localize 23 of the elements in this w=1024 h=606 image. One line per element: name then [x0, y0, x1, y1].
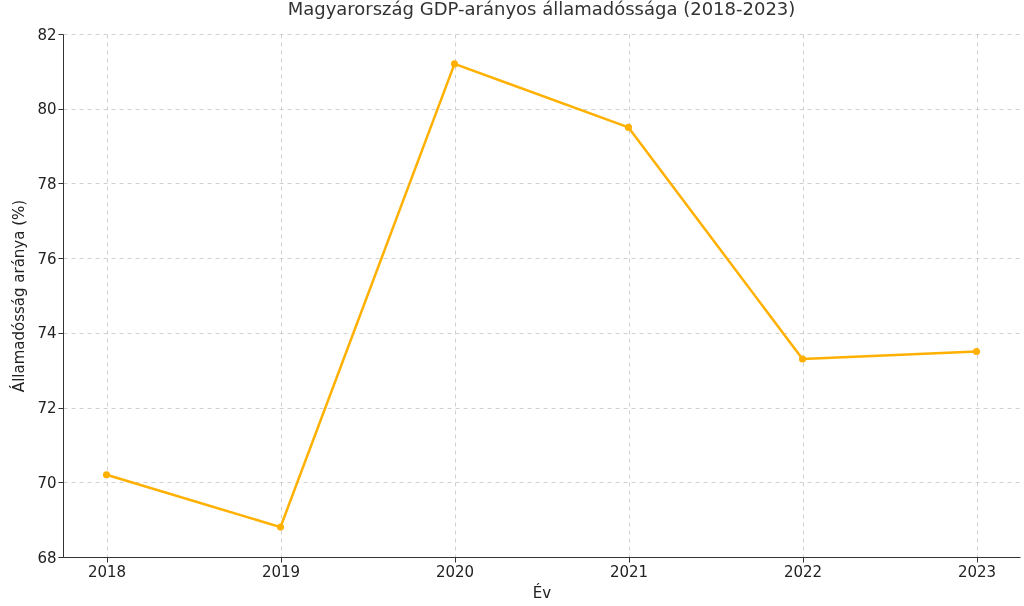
point — [798, 355, 807, 363]
x-axis-title: Év — [532, 582, 552, 602]
y-tick-label: 70 — [37, 473, 57, 492]
point — [450, 60, 459, 68]
y-tick-label: 82 — [37, 25, 57, 44]
y-tick-label: 68 — [37, 548, 57, 567]
chart-title: Magyarország GDP-arányos államadóssága (2018-2023) — [287, 0, 796, 19]
point — [102, 471, 111, 479]
x-tick-label: 2022 — [783, 562, 823, 581]
point — [972, 348, 981, 356]
x-tick-label: 2021 — [609, 562, 649, 581]
y-tick-label: 72 — [37, 399, 57, 418]
y-tick-label: 74 — [37, 324, 57, 343]
x-tick-label: 2018 — [87, 562, 127, 581]
x-tick-label: 2019 — [261, 562, 301, 581]
x-tick-label: 2020 — [435, 562, 475, 581]
y-axis-title: Államadósság aránya (%) — [9, 199, 29, 393]
y-tick-label: 80 — [37, 100, 57, 119]
x-tick-label: 2023 — [957, 562, 997, 581]
y-tick-label: 78 — [37, 174, 57, 193]
y-tick-label: 76 — [37, 249, 57, 268]
point — [276, 523, 285, 531]
point — [624, 123, 633, 131]
